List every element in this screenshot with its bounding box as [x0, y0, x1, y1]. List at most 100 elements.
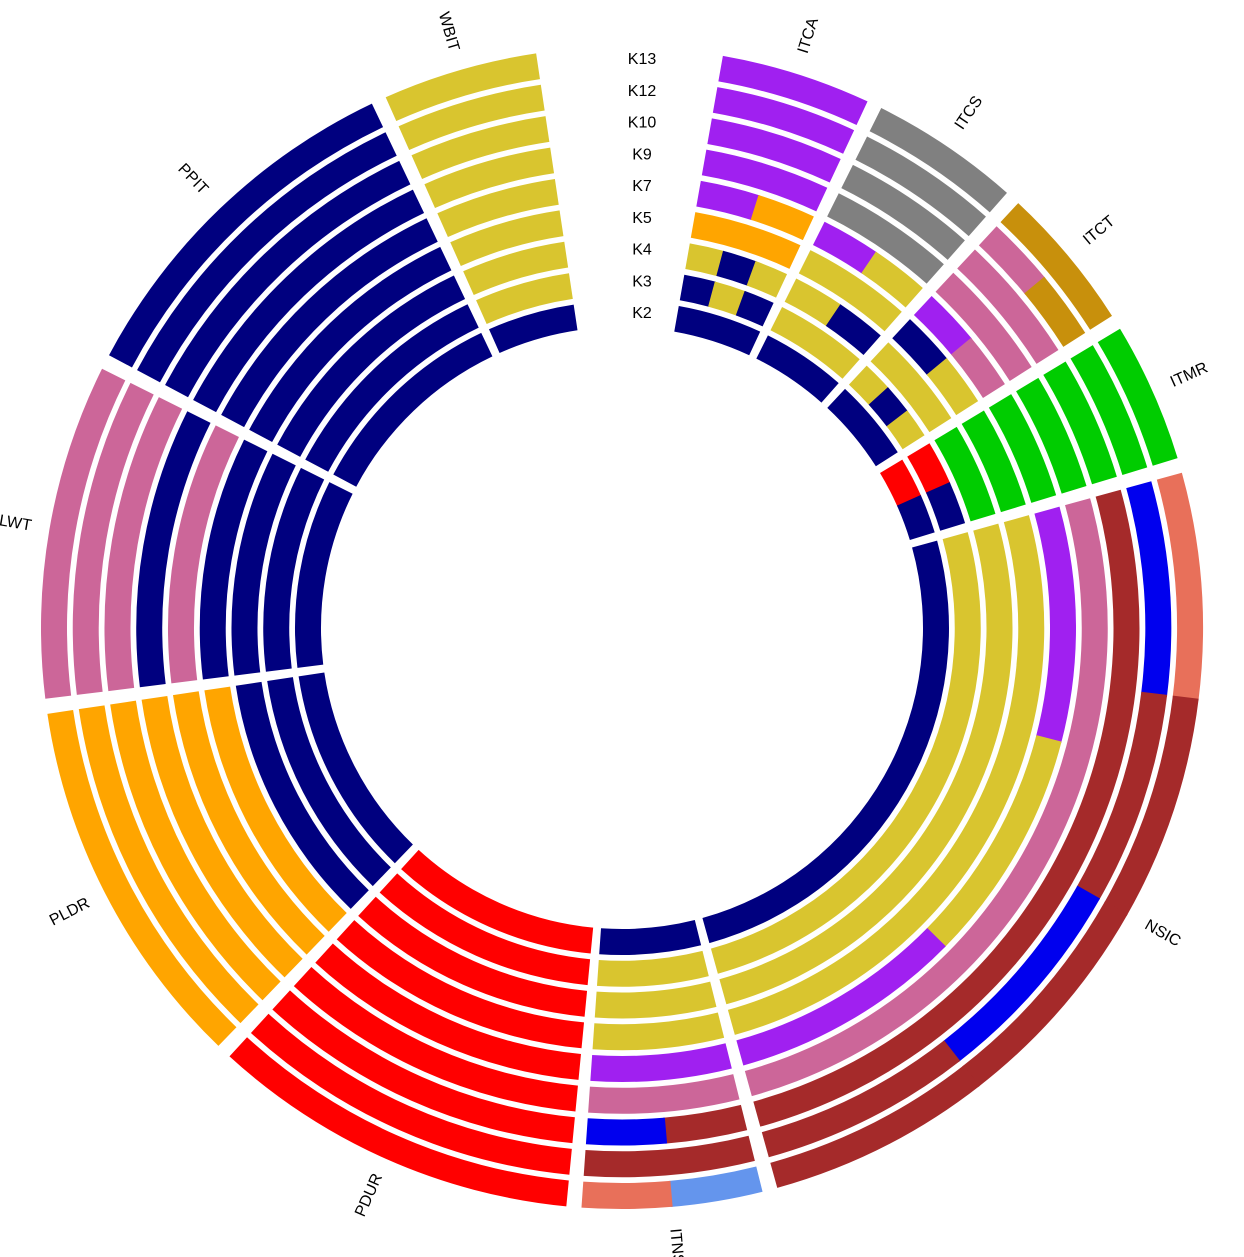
ring-segment — [231, 453, 296, 676]
population-label: WBIT — [435, 10, 463, 53]
ring-segment — [702, 540, 949, 944]
k-label: K3 — [632, 273, 652, 290]
ring-segment — [907, 443, 951, 494]
ring-segment — [204, 686, 347, 932]
ring-segment — [712, 87, 855, 154]
ring-segment — [1104, 695, 1199, 916]
ring-segment — [935, 272, 1032, 381]
ring-segment — [869, 108, 1007, 213]
ring-segment — [825, 304, 881, 356]
ring-segment — [988, 394, 1057, 503]
ring-segment — [735, 290, 774, 327]
ring-segment — [293, 966, 578, 1112]
ring-segment — [450, 210, 564, 267]
ring-segment — [727, 515, 1045, 1035]
ring-segment — [913, 295, 973, 356]
ring-segment — [926, 735, 1062, 948]
ring-segment — [750, 195, 814, 241]
ring-segment — [710, 532, 981, 974]
population-label: ITCT — [1080, 213, 1118, 249]
ring-segment — [199, 439, 268, 680]
ring-segment — [594, 981, 717, 1019]
ring-segment — [812, 221, 878, 275]
k-label: K9 — [632, 146, 652, 163]
ring-segment — [110, 700, 281, 1001]
ring-segment — [267, 677, 391, 887]
ring-segment — [488, 304, 578, 354]
ring-segment — [358, 896, 588, 1017]
ring-segment — [263, 467, 325, 672]
ring-segment — [379, 873, 591, 986]
ring-segment — [165, 160, 411, 398]
ring-segment — [1097, 328, 1178, 466]
ring-segment — [193, 189, 425, 413]
ring-segment — [744, 498, 1108, 1097]
ring-segment — [718, 55, 868, 125]
ring-segment — [886, 410, 925, 450]
ring-segment — [1043, 361, 1117, 485]
k-label: K10 — [628, 115, 657, 132]
k-label: K7 — [632, 178, 652, 195]
ring-segment — [961, 410, 1026, 513]
ring-segment — [581, 1180, 673, 1209]
ring-segment — [934, 426, 996, 522]
ring-segment — [599, 920, 702, 955]
ring-segment — [315, 943, 581, 1080]
ring-segment — [78, 705, 259, 1024]
ring-segment — [168, 425, 239, 684]
ring-segment — [596, 950, 709, 987]
ring-segment — [674, 305, 761, 356]
ring-segment — [719, 523, 1013, 1005]
ring-segment — [401, 849, 594, 954]
ring-segment — [424, 147, 555, 208]
ring-segment — [229, 1037, 569, 1207]
ring-segment — [333, 332, 493, 487]
ring-segment — [761, 1040, 961, 1158]
ring-segment — [708, 281, 746, 316]
ring-segment — [827, 193, 944, 284]
k-label: K13 — [628, 51, 657, 68]
ring-segment — [588, 1074, 740, 1114]
ring-segment — [962, 901, 1128, 1088]
k-label: K4 — [632, 242, 652, 259]
ring-segment — [663, 1104, 748, 1144]
ring-segment — [136, 411, 211, 688]
ring-segment — [870, 342, 952, 433]
ring-segment — [1070, 345, 1148, 476]
ring-segment — [298, 672, 413, 864]
k-label: K2 — [632, 305, 652, 322]
population-label: NSIC — [1142, 917, 1184, 951]
ring-segment — [841, 164, 965, 260]
ring-segment — [305, 304, 479, 472]
ring-segment — [272, 990, 575, 1144]
ring-segment — [104, 397, 183, 692]
ring-segment — [707, 118, 841, 183]
ring-segment — [770, 306, 860, 379]
ring-segment — [855, 136, 986, 237]
population-label: PDUR — [352, 1171, 386, 1219]
ring-segment — [137, 132, 397, 383]
ring-segment — [892, 319, 948, 376]
population-label: ITCS — [952, 93, 986, 133]
ring-segment — [736, 927, 946, 1066]
ring-segment — [679, 274, 717, 307]
ring-segment — [221, 218, 438, 428]
ring-segment — [336, 920, 585, 1049]
ring-segment — [1034, 506, 1076, 744]
ring-segment — [896, 494, 935, 540]
ring-segment — [250, 1013, 572, 1175]
ring-segment — [942, 885, 1101, 1062]
ring-segment — [476, 273, 573, 325]
population-label: ITMR — [1168, 359, 1211, 390]
ring-segment — [1076, 691, 1168, 901]
ring-segment — [926, 357, 979, 416]
ring-segment — [590, 1043, 732, 1082]
ring-segment — [398, 84, 545, 150]
ring-segment — [277, 275, 466, 457]
ring-segment — [385, 53, 540, 121]
ring-segment — [463, 241, 569, 296]
ring-segment — [770, 1065, 980, 1188]
ring-segment — [784, 278, 842, 327]
ring-segment — [798, 250, 902, 332]
population-label: ITNS — [666, 1228, 686, 1257]
